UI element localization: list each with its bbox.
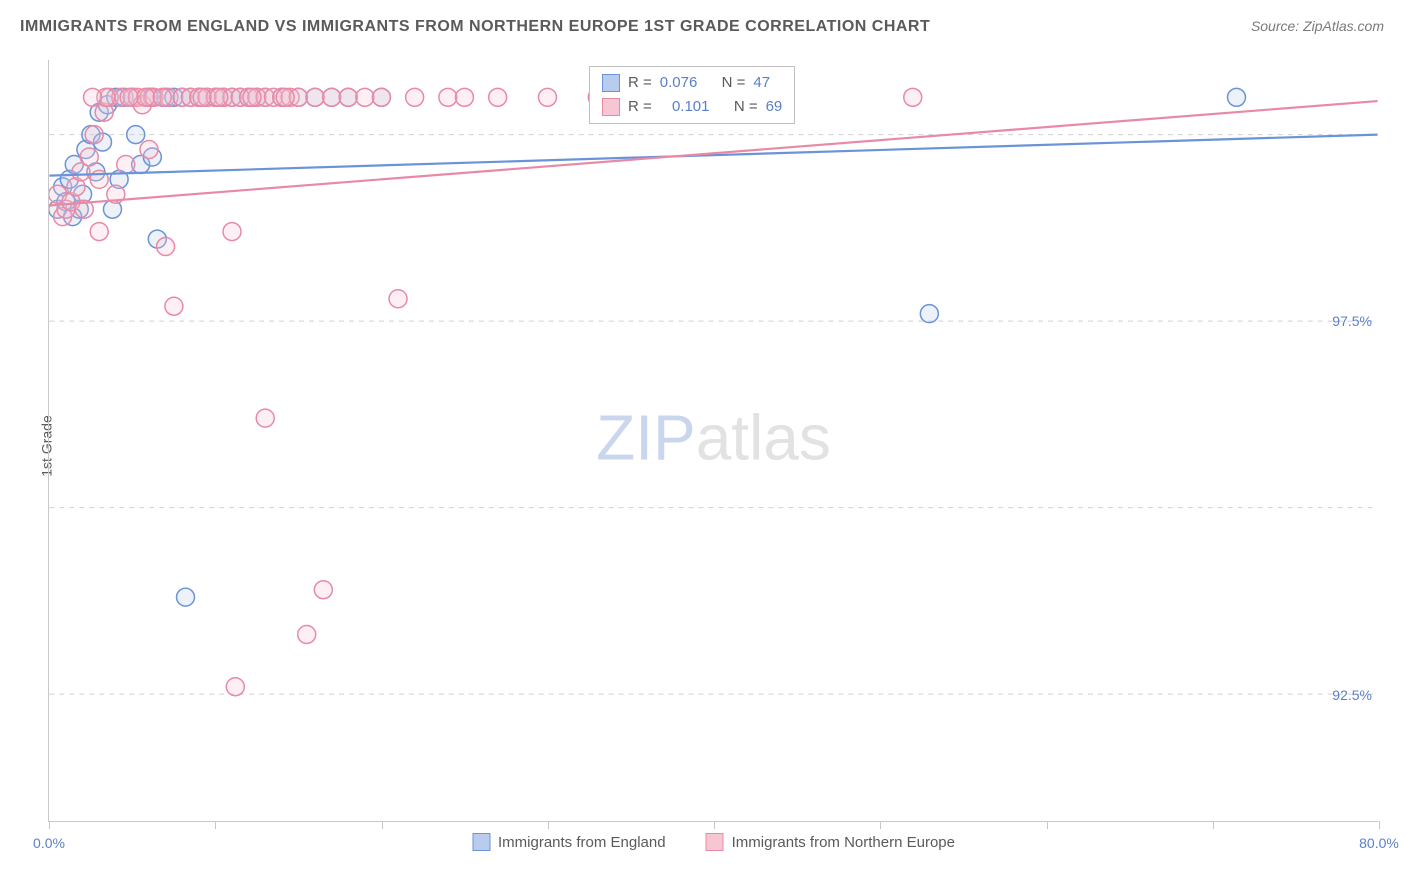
- swatch-northern: [602, 98, 620, 116]
- x-tick: [215, 821, 216, 829]
- stat-box: R = 0.076 N = 47 R = 0.101 N = 69: [589, 66, 795, 124]
- legend-bottom: Immigrants from England Immigrants from …: [472, 833, 955, 851]
- stat-r-northern: 0.101: [672, 95, 710, 119]
- x-tick: [1047, 821, 1048, 829]
- source-label: Source: ZipAtlas.com: [1251, 18, 1384, 34]
- scatter-layer: [49, 60, 1378, 821]
- chart-title: IMMIGRANTS FROM ENGLAND VS IMMIGRANTS FR…: [20, 18, 930, 36]
- grid-layer: [49, 60, 1378, 821]
- watermark-atlas: atlas: [696, 401, 831, 473]
- trend-layer: [49, 60, 1378, 821]
- legend-swatch-england: [472, 833, 490, 851]
- watermark-zip: ZIP: [596, 401, 696, 473]
- x-tick: [880, 821, 881, 829]
- chart-container: IMMIGRANTS FROM ENGLAND VS IMMIGRANTS FR…: [0, 0, 1406, 892]
- legend-item-england: Immigrants from England: [472, 833, 666, 851]
- x-tick-label: 0.0%: [33, 835, 65, 851]
- legend-label-england: Immigrants from England: [498, 834, 666, 851]
- x-tick: [714, 821, 715, 829]
- watermark: ZIPatlas: [596, 400, 831, 474]
- stat-n-label: N =: [722, 71, 746, 95]
- x-tick: [49, 821, 50, 829]
- stat-n-northern: 69: [766, 95, 783, 119]
- legend-item-northern: Immigrants from Northern Europe: [706, 833, 955, 851]
- stat-r-label: R =: [628, 95, 652, 119]
- x-tick: [1379, 821, 1380, 829]
- y-tick-label: 97.5%: [1332, 313, 1372, 329]
- stat-n-label: N =: [734, 95, 758, 119]
- x-tick-label: 80.0%: [1359, 835, 1399, 851]
- legend-swatch-northern: [706, 833, 724, 851]
- stat-row-northern: R = 0.101 N = 69: [602, 95, 782, 119]
- plot-area: ZIPatlas R = 0.076 N = 47 R = 0.101 N =: [48, 60, 1378, 822]
- stat-row-england: R = 0.076 N = 47: [602, 71, 782, 95]
- x-tick: [382, 821, 383, 829]
- y-tick-label: 92.5%: [1332, 687, 1372, 703]
- stat-n-england: 47: [753, 71, 770, 95]
- legend-label-northern: Immigrants from Northern Europe: [732, 834, 955, 851]
- swatch-england: [602, 74, 620, 92]
- stat-r-england: 0.076: [660, 71, 698, 95]
- x-tick: [548, 821, 549, 829]
- stat-r-label: R =: [628, 71, 652, 95]
- x-tick: [1213, 821, 1214, 829]
